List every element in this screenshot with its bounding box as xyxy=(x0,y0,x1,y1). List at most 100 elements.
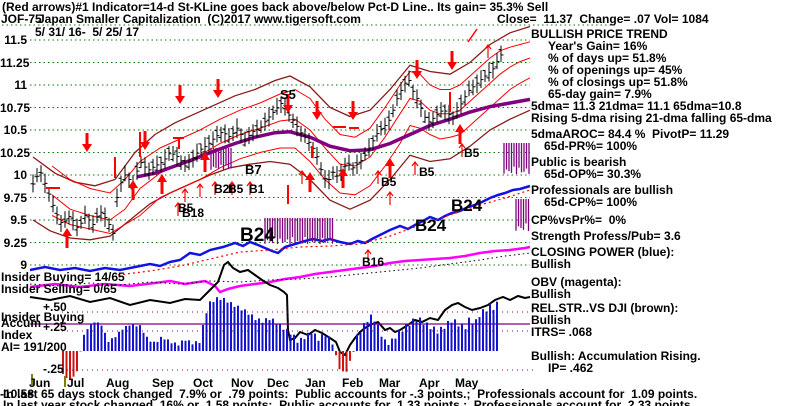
buy-sell-annotation: B5 xyxy=(464,146,480,160)
thin-buy-arrow-icon xyxy=(174,202,182,208)
indicator-label: Insider Selling= 0/65 xyxy=(1,282,117,296)
buy-arrow-icon xyxy=(200,152,210,160)
stat-line: OBV (magenta): xyxy=(531,275,622,289)
y-axis-tick-label: 11 xyxy=(14,78,27,92)
magenta-obv xyxy=(29,245,531,294)
y-axis-tick-label: 10.25 xyxy=(0,145,31,160)
y-axis-tick-label: 9.75 xyxy=(3,190,27,205)
y-axis-tick-label: 11.5 xyxy=(4,33,27,47)
stat-line: ITRS= .068 xyxy=(531,325,593,339)
buy-sell-annotation: B7 xyxy=(245,162,262,177)
stat-line: % of closings up= 51.8% xyxy=(548,75,688,89)
stat-line: Bullish xyxy=(531,287,572,301)
stat-line: 65d-CP%= 100% xyxy=(544,195,638,209)
buy-arrow-icon xyxy=(458,131,462,144)
stat-line: Professionals are bullish xyxy=(531,183,674,197)
sell-arrow-icon xyxy=(216,79,220,91)
red-lower-band xyxy=(51,77,531,235)
buy-arrow-icon xyxy=(455,124,465,132)
y-axis-tick-label: 10.75 xyxy=(0,100,31,115)
y-axis-tick-label: 9 xyxy=(20,258,27,272)
month-label: Jun xyxy=(29,376,51,390)
thin-buy-arrow-icon xyxy=(298,170,306,176)
olive-tick xyxy=(31,374,33,385)
stat-line: Public is bearish xyxy=(531,155,627,169)
buy-arrow-icon xyxy=(157,174,167,182)
sell-arrow-icon xyxy=(415,60,419,72)
indicator-label: Accum xyxy=(1,316,42,330)
y-axis-tick-label: 10.5 xyxy=(3,123,27,137)
buy-sell-annotation: B26 xyxy=(214,182,237,196)
sell-arrow-icon xyxy=(82,144,92,152)
month-label: Apr xyxy=(419,376,440,390)
ticker-symbol: JOF-75 xyxy=(1,12,42,26)
y-axis-tick-label: 9.5 xyxy=(10,213,27,227)
stat-line: 5dma= 11.3 21dma= 11.1 65dma=10.8 xyxy=(531,99,742,113)
month-label: Sep xyxy=(152,376,175,390)
buy-sell-annotation: B24 xyxy=(240,225,275,246)
sell-arrow-icon xyxy=(315,101,319,113)
buy-arrow-icon xyxy=(65,235,69,248)
thin-buy-arrow-icon xyxy=(411,161,419,167)
stat-line: Bullish xyxy=(531,257,572,271)
buy-arrow-icon xyxy=(128,180,138,188)
signal-summary-line: (Red arrows)#1 Indicator=14-d St-KLine g… xyxy=(2,0,549,14)
month-label: Jan xyxy=(305,376,326,390)
buy-arrow-icon xyxy=(131,187,135,200)
buy-arrow-icon xyxy=(160,181,164,194)
sell-arrow-icon xyxy=(447,62,457,70)
olive-tick xyxy=(64,376,66,387)
buy-sell-annotation: B24 xyxy=(451,196,483,215)
buy-arrow-icon xyxy=(203,159,207,172)
footer-overlap-value: -10.58 xyxy=(0,387,35,401)
buy-arrow-icon xyxy=(62,228,72,236)
stat-line: IP= .462 xyxy=(548,361,594,375)
red-slash-mark xyxy=(467,28,478,43)
sell-arrow-icon xyxy=(351,101,355,113)
sell-arrow-icon xyxy=(450,51,454,63)
thin-buy-arrow-icon xyxy=(211,181,219,187)
indicator-label: +.25 xyxy=(43,320,67,334)
sell-arrow-icon xyxy=(140,142,150,150)
buy-arrow-icon xyxy=(338,168,348,176)
sell-arrow-icon xyxy=(286,94,290,106)
blue-closing-power xyxy=(29,184,531,273)
sell-arrow-icon xyxy=(213,90,223,98)
date-range: 5/ 31/ 16- 5/ 25/ 17 xyxy=(35,25,140,39)
month-label: Mar xyxy=(379,376,401,390)
sell-arrow-icon xyxy=(178,85,182,97)
buy-sell-annotation: B5 xyxy=(381,175,397,189)
red-upper-band xyxy=(51,41,531,194)
stat-line: Strength Profess/Pub= 3.6 xyxy=(531,229,681,243)
indicator-label: -.25 xyxy=(43,362,64,376)
month-label: Oct xyxy=(193,376,214,390)
month-label: May xyxy=(455,376,479,390)
stat-line: REL.STR..VS DJI (brown): xyxy=(531,301,679,315)
thin-buy-arrow-icon xyxy=(364,249,372,255)
stat-line: Bullish xyxy=(531,313,572,327)
buy-sell-annotation: B5 xyxy=(228,182,244,196)
month-label: Feb xyxy=(342,376,364,390)
buy-arrow-icon xyxy=(305,172,315,180)
month-label: Jul xyxy=(67,376,85,390)
y-axis-tick-label: 10 xyxy=(13,168,27,182)
thin-buy-arrow-icon xyxy=(374,170,382,176)
buy-sell-annotation: B24 xyxy=(415,216,447,235)
brown-upper-band xyxy=(32,25,531,187)
black-rel-strength xyxy=(29,260,531,357)
thin-buy-arrow-icon xyxy=(181,188,189,194)
indicator-label: Index xyxy=(1,328,33,342)
footer-line-2-partial: In last year stock changed 16% or 1.58 p… xyxy=(3,398,694,406)
thin-buy-arrow-icon xyxy=(484,44,492,50)
buy-arrow-icon xyxy=(385,158,395,166)
buy-sell-annotation: B16 xyxy=(362,255,385,269)
stat-line: BULLISH PRICE TREND xyxy=(531,27,668,41)
footer-line-1: In last 65 days stock changed 7.9% or .7… xyxy=(3,387,698,401)
buy-sell-annotation: S5 xyxy=(280,87,296,102)
buy-arrow-icon xyxy=(308,179,312,192)
sell-arrow-icon xyxy=(312,112,322,120)
month-label: Nov xyxy=(231,376,254,390)
stat-line: CP%vsPr%= 0% xyxy=(531,213,627,227)
